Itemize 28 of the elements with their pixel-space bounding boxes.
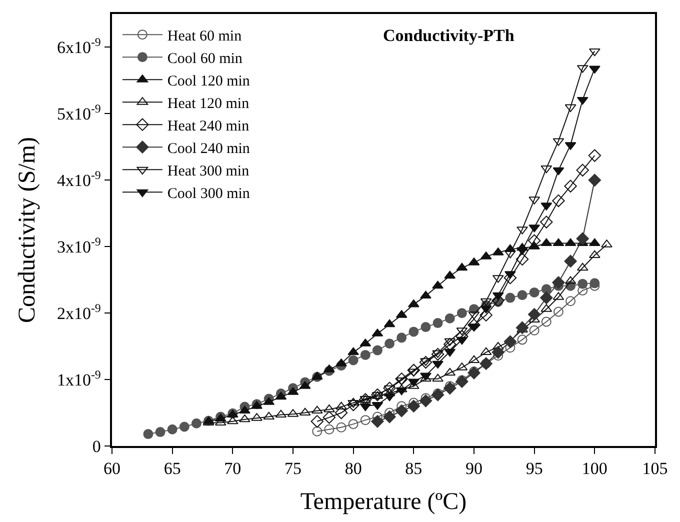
y-tick-label: 6x10$^{-9}$ — [56, 35, 101, 58]
x-tick-label: 65 — [164, 459, 181, 478]
text: Conductivity-PTh — [383, 26, 515, 45]
legend-label: Heat 240 min — [167, 118, 250, 134]
y-tick-label: 4x10$^{-9}$ — [56, 168, 101, 190]
x-tick-label: 95 — [526, 459, 543, 478]
legend-label: Heat 60 min — [167, 28, 242, 44]
x-tick-label: 75 — [284, 459, 302, 478]
legend-label: Cool 60 min — [167, 50, 243, 67]
x-tick-label: 100 — [582, 459, 608, 478]
x-tick-label: 85 — [405, 459, 422, 478]
x-tick-label: 60 — [104, 459, 120, 478]
legend-label: Cool 120 min — [167, 73, 250, 90]
legend-label: Cool 300 min — [167, 186, 250, 202]
y-tick-label: 0 — [92, 436, 101, 456]
x-tick-label: 70 — [224, 459, 242, 478]
y-tick-label: 1x10$^{-9}$ — [56, 367, 101, 390]
legend-label: Heat 120 min — [167, 96, 250, 112]
y-tick-label: 2x10$^{-9}$ — [56, 300, 101, 324]
x-tick-label: 90 — [466, 459, 482, 478]
x-tick-label: 105 — [642, 459, 668, 478]
legend-label: Heat 300 min — [167, 163, 250, 180]
y-axis-title: Conductivity (S/m) — [14, 137, 41, 323]
legend-label: Cool 240 min — [167, 140, 250, 157]
y-tick-label: 5x10$^{-9}$ — [56, 102, 101, 124]
x-axis-title: Temperature (ºC) — [300, 488, 467, 515]
x-tick-label: 80 — [344, 459, 362, 478]
y-tick-label: 3x10$^{-9}$ — [56, 234, 101, 257]
